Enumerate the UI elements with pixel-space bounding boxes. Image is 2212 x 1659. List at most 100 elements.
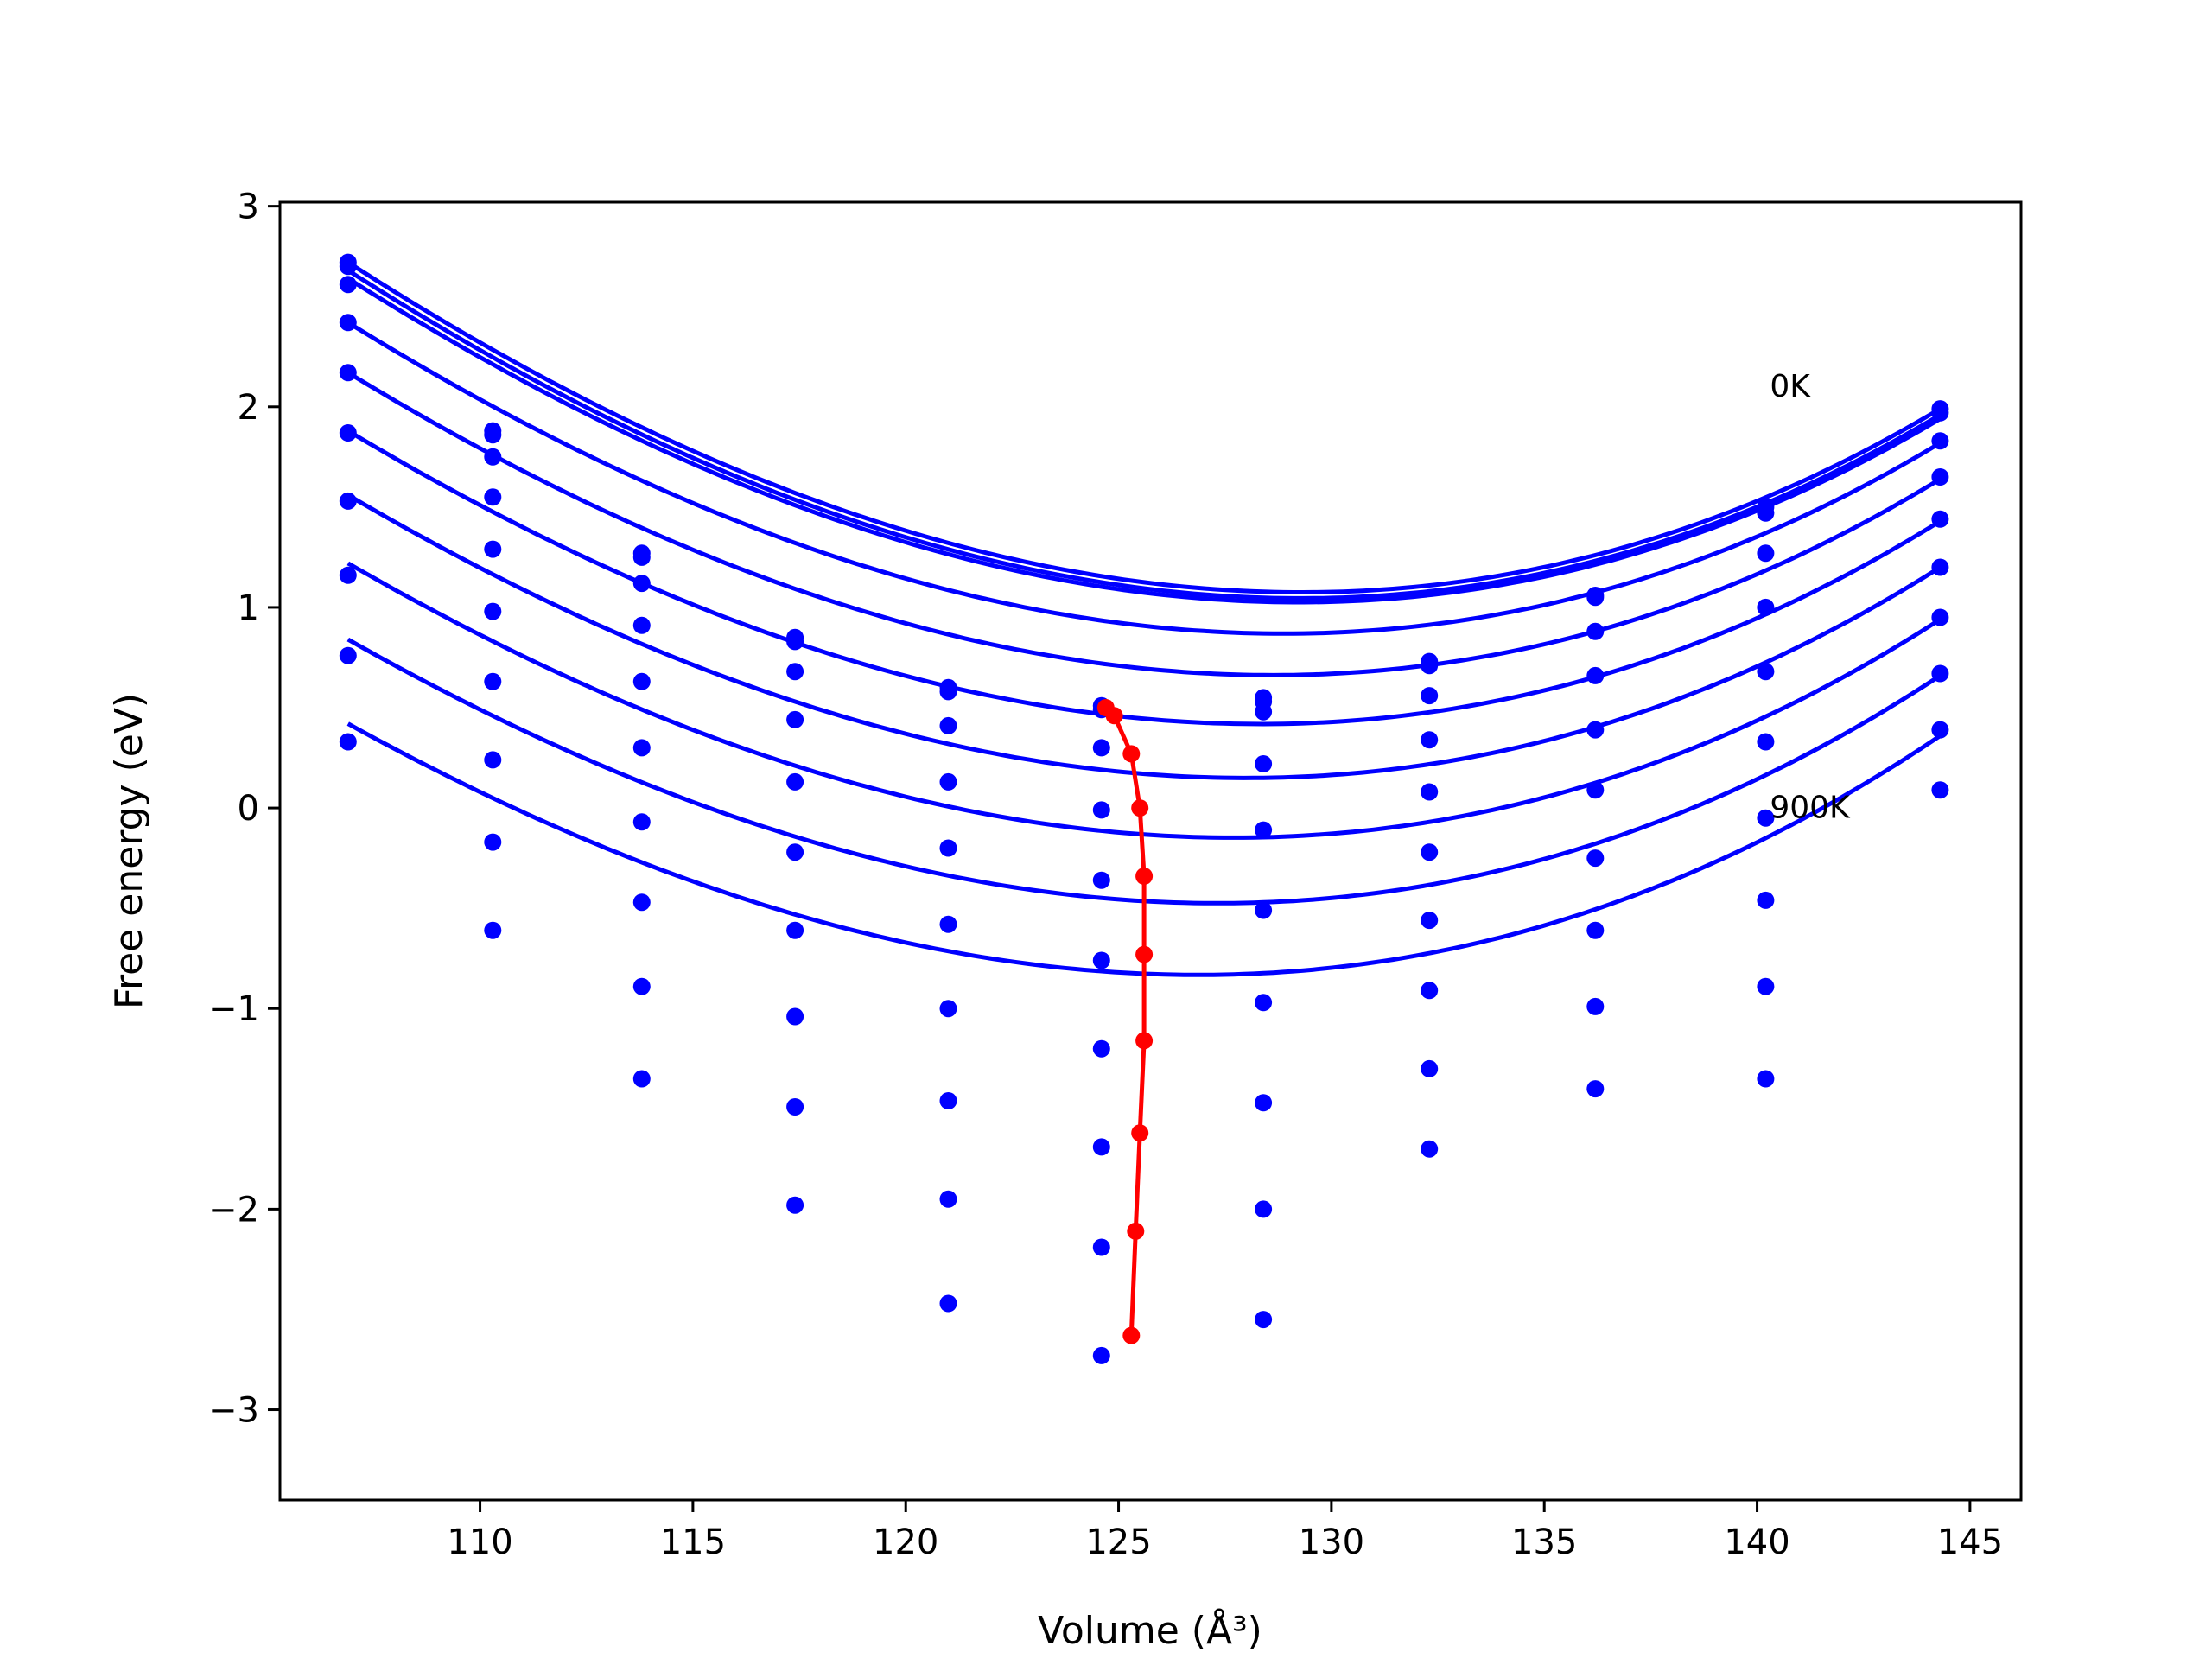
data-point [1421,912,1439,930]
minimum-point [1122,1326,1141,1344]
data-point [786,1196,804,1214]
x-tick-label: 110 [447,1522,512,1562]
data-point [632,813,651,831]
y-axis-ticks: −3 −2 −1 0 1 2 3 [208,188,280,1431]
data-point [939,716,957,734]
data-point [632,616,651,634]
minimum-point [1105,707,1123,725]
data-point [1092,1138,1110,1156]
data-point [1757,544,1775,563]
data-point [339,646,357,664]
data-point [1255,702,1273,721]
data-point [939,915,957,933]
data-point [632,672,651,690]
data-point [339,566,357,584]
x-axis-label: Volume (Å³) [1038,1607,1262,1653]
data-point [484,921,502,939]
data-point [1092,1039,1110,1058]
data-point [1255,901,1273,919]
data-point [339,492,357,510]
data-point [1255,1200,1273,1218]
data-point [939,1190,957,1208]
data-point [1092,1346,1110,1364]
data-point [786,632,804,651]
data-point [786,921,804,939]
data-point [1757,663,1775,681]
data-point [939,1294,957,1313]
data-point [1586,721,1605,739]
data-point [1931,781,1949,799]
y-tick-label: −1 [208,989,259,1029]
data-point [632,977,651,995]
y-tick-label: 3 [238,188,259,227]
data-point [1421,687,1439,705]
fit-curve-2 [346,276,1942,605]
data-point [1757,504,1775,522]
data-point [1757,1070,1775,1088]
data-point [1421,783,1439,801]
data-point [1092,739,1110,757]
data-point [786,1007,804,1026]
data-point [1931,432,1949,450]
data-point [1255,1094,1273,1112]
data-point [1421,731,1439,749]
fit-curve-7 [346,561,1942,840]
x-tick-label: 140 [1724,1522,1789,1562]
data-point [1092,1238,1110,1256]
data-point [1931,664,1949,683]
data-point [939,772,957,791]
data-point [632,1070,651,1088]
fit-curve-5 [346,429,1942,727]
data-point [632,575,651,593]
data-point [1421,1140,1439,1158]
data-point [339,424,357,442]
data-point [632,548,651,566]
data-point [1421,843,1439,861]
data-point [1255,821,1273,839]
data-point [1586,997,1605,1015]
x-tick-label: 135 [1511,1522,1577,1562]
x-tick-label: 115 [660,1522,726,1562]
data-point [1255,994,1273,1012]
data-point [1586,921,1605,939]
data-point [786,843,804,861]
data-point [339,314,357,332]
data-point [484,602,502,620]
data-point [939,1092,957,1109]
fit-curve-4 [346,371,1942,677]
minimum-curve [1096,699,1154,1344]
data-point [786,663,804,681]
data-point [1586,849,1605,868]
minimum-point [1127,1222,1145,1240]
data-point [1421,1059,1439,1077]
data-point [484,448,502,466]
minimum-point [1135,945,1154,963]
annotation-label: 900K [1770,791,1851,826]
y-tick-label: 0 [238,789,259,829]
data-point [1092,801,1110,819]
y-tick-label: −2 [208,1190,259,1230]
curve-annotations: 0K 900K [1770,369,1851,826]
y-tick-label: 1 [238,588,259,628]
data-point [939,839,957,857]
y-tick-label: 2 [238,388,259,428]
data-point [484,833,502,851]
data-point [1255,1311,1273,1329]
data-point [484,488,502,506]
data-point [1931,468,1949,486]
minimum-point [1131,1124,1149,1142]
data-point [484,426,502,444]
data-point [786,772,804,791]
minimum-point [1122,745,1141,763]
data-point [632,739,651,757]
data-point [1931,404,1949,422]
y-tick-label: −3 [208,1391,259,1431]
minimum-point [1135,868,1154,885]
data-point [1931,510,1949,528]
data-point [339,257,357,276]
minimum-point [1135,1032,1154,1050]
data-point [1092,871,1110,889]
data-point [1586,1080,1605,1098]
fit-curve-1 [346,268,1942,601]
